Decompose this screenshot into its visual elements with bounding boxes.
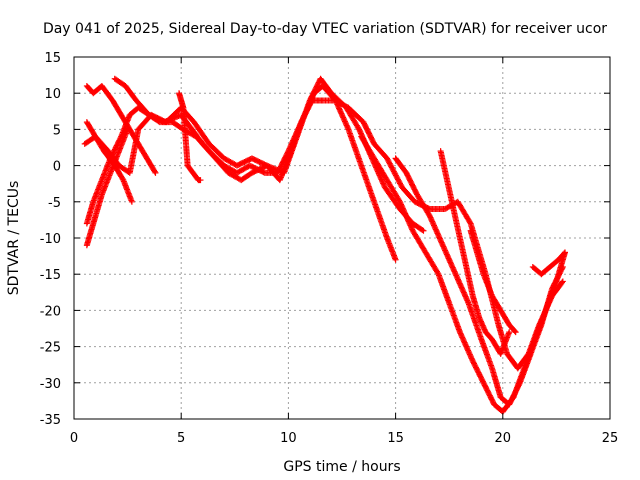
data-point xyxy=(559,263,566,270)
data-point xyxy=(124,126,131,133)
data-point xyxy=(152,169,159,176)
data-point xyxy=(395,177,402,184)
data-point xyxy=(392,256,399,263)
data-point xyxy=(396,179,403,186)
data-point xyxy=(561,249,568,256)
data-point xyxy=(260,169,267,176)
data-point xyxy=(419,226,426,233)
x-tick-label: 15 xyxy=(387,431,404,446)
y-tick-label: -30 xyxy=(40,377,61,392)
data-point xyxy=(396,180,403,187)
axis-ticks: 0 5 10 15 20 25 -35 -30 -25 -20 -15 -10 -5 0 5 10 15 xyxy=(40,51,619,446)
y-tick-label: -15 xyxy=(40,268,61,283)
data-point xyxy=(394,176,401,183)
data-point xyxy=(388,163,395,170)
data-point xyxy=(197,177,204,184)
data-point xyxy=(385,157,392,164)
data-point xyxy=(511,328,518,335)
series-track-k xyxy=(529,249,568,278)
data-point xyxy=(384,156,391,163)
data-point xyxy=(155,118,162,125)
series-track-c xyxy=(83,82,159,176)
y-tick-label: 15 xyxy=(44,51,61,66)
data-point xyxy=(386,160,393,167)
series-track-f xyxy=(111,75,566,372)
data-point xyxy=(384,155,391,162)
data-point xyxy=(389,165,396,172)
data-point xyxy=(559,265,566,272)
x-tick-label: 20 xyxy=(495,431,512,446)
data-point xyxy=(393,173,400,180)
data-point xyxy=(516,381,523,388)
data-point xyxy=(390,168,397,175)
y-tick-label: 0 xyxy=(53,160,61,175)
data-point xyxy=(386,159,393,166)
series-track-j xyxy=(467,227,519,336)
data-point xyxy=(387,161,394,168)
data-point xyxy=(392,172,399,179)
data-point xyxy=(392,171,399,178)
data-point xyxy=(466,219,473,226)
y-tick-label: -35 xyxy=(40,413,61,428)
data-point xyxy=(388,164,395,171)
series-track-i xyxy=(437,148,513,357)
data-point xyxy=(512,329,519,336)
y-tick-label: -10 xyxy=(40,232,61,247)
y-tick-label: -20 xyxy=(40,304,61,319)
data-point xyxy=(391,169,398,176)
data-point xyxy=(559,278,566,285)
data-point xyxy=(397,181,404,188)
data-point xyxy=(151,168,158,175)
x-tick-label: 5 xyxy=(177,431,185,446)
series-track-l xyxy=(176,90,204,184)
y-axis-label: SDTVAR / TECUs xyxy=(6,181,22,296)
data-point xyxy=(390,167,397,174)
series-track-e xyxy=(83,126,131,249)
y-tick-label: 5 xyxy=(53,123,61,138)
y-tick-label: -25 xyxy=(40,341,61,356)
data-points xyxy=(81,75,568,415)
data-point xyxy=(420,227,427,234)
data-point xyxy=(128,198,135,205)
data-point xyxy=(561,250,568,257)
data-point xyxy=(559,279,566,286)
data-point xyxy=(434,269,441,276)
y-tick-label: 10 xyxy=(44,87,61,102)
x-axis-label: GPS time / hours xyxy=(283,459,400,475)
x-tick-label: 25 xyxy=(602,431,619,446)
y-tick-label: -5 xyxy=(48,196,61,211)
chart-title: Day 041 of 2025, Sidereal Day-to-day VTE… xyxy=(43,21,607,37)
series-track-h xyxy=(392,155,566,408)
data-point xyxy=(506,329,513,336)
data-point xyxy=(394,175,401,182)
x-tick-label: 0 xyxy=(70,431,78,446)
x-tick-label: 10 xyxy=(280,431,297,446)
